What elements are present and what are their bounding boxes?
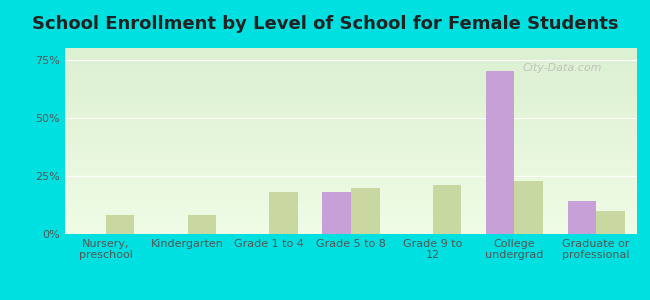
Text: School Enrollment by Level of School for Female Students: School Enrollment by Level of School for…	[32, 15, 618, 33]
Bar	[188, 215, 216, 234]
Bar	[486, 71, 514, 234]
Bar	[433, 185, 462, 234]
Text: City-Data.com: City-Data.com	[523, 63, 602, 73]
Bar	[567, 202, 596, 234]
Bar	[514, 181, 543, 234]
Bar	[322, 192, 351, 234]
Bar	[351, 188, 380, 234]
Bar	[596, 211, 625, 234]
Bar	[106, 215, 135, 234]
Bar	[269, 192, 298, 234]
